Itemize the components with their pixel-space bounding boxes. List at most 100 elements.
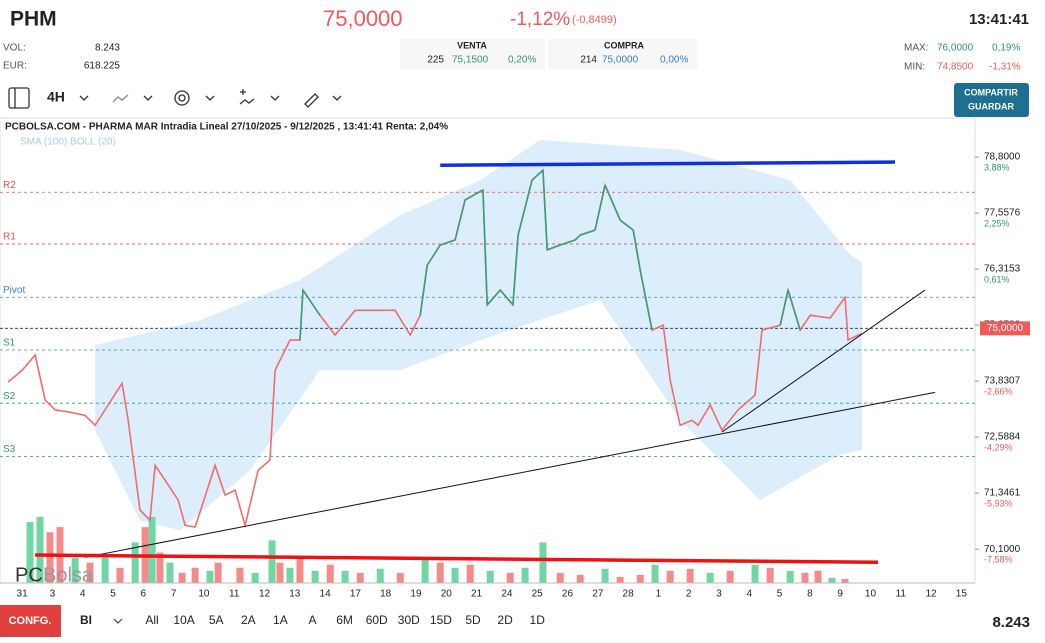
x-tick-label: 4 [80,589,86,600]
x-tick-label: 18 [380,589,392,600]
y-tick-label: 70,1000 [984,544,1021,555]
x-tick-label: 27 [592,589,604,600]
x-tick-label: 6 [141,589,147,600]
volume-bar [766,567,774,583]
volume-bar [46,532,54,583]
dropdown[interactable] [113,618,123,624]
indicator-icon[interactable] [239,89,255,105]
share-button[interactable] [954,83,1029,117]
price-up-segment [499,289,514,306]
range-button[interactable]: 6M [336,613,353,627]
volume-bar [191,567,199,583]
volume-bar [116,567,124,583]
min-pct: -1,31% [989,62,1021,73]
x-tick-label: 12 [926,589,938,600]
volume-bar [706,572,714,583]
volume-bar [376,568,384,583]
draw-icon[interactable] [304,93,319,108]
x-tick-label: 5 [777,589,783,600]
max-pct: 0,19% [992,43,1020,54]
panel-icon[interactable] [8,87,30,109]
x-tick-label: 31 [17,589,29,600]
volume-bar [326,564,334,583]
volume-bar [71,557,79,583]
volume-bar [786,570,794,583]
eur: 618.225 [84,61,121,72]
y-tick-change: -2,66% [984,386,1013,396]
pivot-label: R2 [3,180,16,191]
range-button[interactable]: 1D [530,613,546,627]
price-up-segment [542,170,548,250]
price-up-segment [302,289,321,316]
time: 13:41:41 [969,11,1029,28]
pivot-label: S3 [3,444,16,455]
x-tick-label: 12 [259,589,271,600]
x-tick-label: 11 [229,589,240,600]
price-up-segment [639,270,653,331]
price-up-segment [299,289,304,341]
y-tick-label: 73,8307 [984,376,1021,387]
dropdown [332,95,342,101]
range-button[interactable]: 5D [465,613,481,627]
x-tick-label: 26 [562,589,574,600]
range-button[interactable]: 1A [273,613,288,627]
footer-volume: 8.243 [992,614,1030,631]
volume-bar [26,522,34,583]
volume-bar [251,572,259,583]
price-up-segment [632,229,641,271]
legend: SMA (100) BOLL (20) [20,137,116,148]
x-tick-label: 9 [837,589,843,600]
volume-bar [166,562,174,583]
volume-bar [86,562,94,583]
volume-bar [556,572,564,583]
volume-bar [236,567,244,583]
trend-line [721,289,926,433]
range-button[interactable]: 15D [430,613,452,627]
line-icon[interactable] [112,94,129,103]
volume-bar [814,570,822,583]
range-button[interactable]: 5A [209,613,224,627]
share-label: COMPARTIR [964,87,1018,97]
chart-title: PCBOLSA.COM - PHARMA MAR Intradia Lineal… [5,122,448,133]
volume-bar [421,557,429,583]
range-buttons: All 10A 5A 2A 1A A 6M 60D 30D 15D 5D 2D 1D [145,613,545,627]
mode[interactable]: BI [80,613,92,627]
x-tick-label: 8 [807,589,813,600]
y-tick-label: 76,3153 [984,264,1021,275]
range-button[interactable]: 10A [173,613,194,627]
volume-bar [616,576,624,583]
volume-bar [311,570,319,583]
dropdown [143,95,153,101]
price-up-segment [439,239,456,246]
x-tick-label: 2 [686,589,692,600]
min-label: MIN: [904,62,925,73]
price-up-segment [482,189,488,305]
range-button[interactable]: 60D [366,613,388,627]
settings-icon[interactable] [174,90,190,106]
price-up-segment [454,199,466,241]
price-up-segment [574,234,581,241]
eur-label: EUR: [3,61,27,72]
x-tick-label: 14 [320,589,332,600]
max: 76,0000 [937,43,974,54]
volume-bar [726,570,734,583]
range-button[interactable]: All [145,613,158,627]
dropdown[interactable] [79,95,89,101]
volume-bar [436,562,444,583]
volume-bar [276,562,284,583]
range-button[interactable]: 2A [241,613,256,627]
range-button[interactable]: 30D [398,613,420,627]
range-button[interactable]: A [308,613,316,627]
last-price: 75,0000 [323,6,403,31]
config-button[interactable] [0,605,61,637]
range-button[interactable]: 2D [497,613,513,627]
x-tick-label: 10 [198,589,210,600]
volume-bar [666,570,674,583]
interval[interactable]: 4H [47,89,65,105]
x-tick-label: 4 [746,589,752,600]
min: 74,8500 [937,62,974,73]
x-tick-label: 11 [896,589,907,600]
change: -1,12% [510,9,570,30]
volume-bar [214,562,222,583]
